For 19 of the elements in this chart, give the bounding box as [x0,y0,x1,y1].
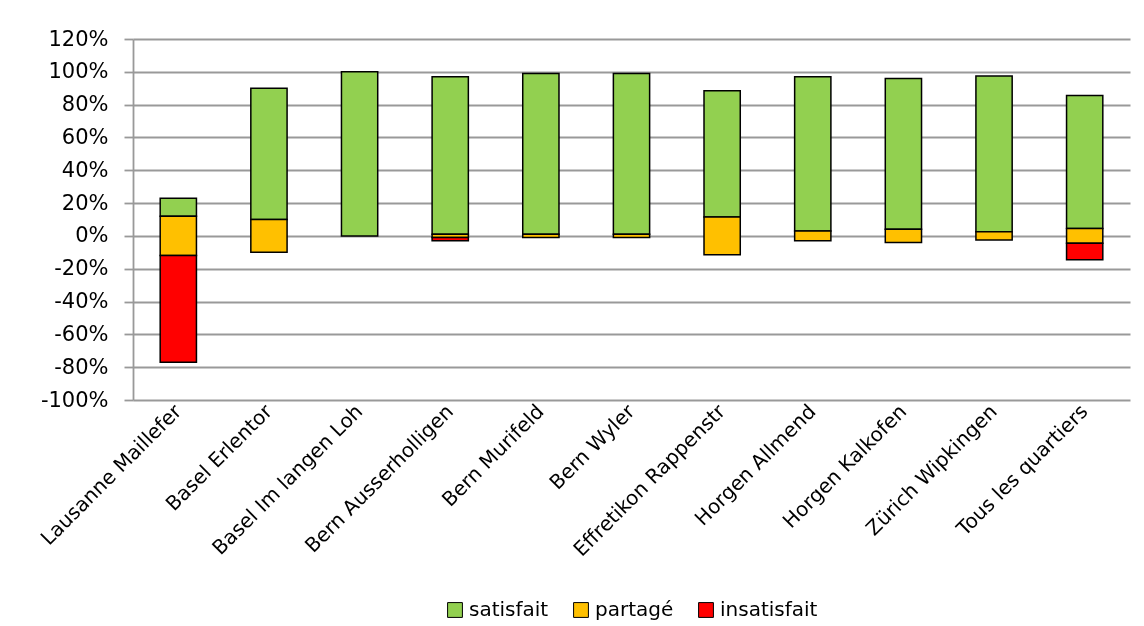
legend-label: partagé [595,597,674,621]
legend-label: insatisfait [720,597,818,621]
y-tick-label: 20% [61,190,109,215]
y-tick-label: 120% [48,26,109,51]
bar [521,72,560,236]
y-tick-label: -40% [54,289,109,314]
legend-label: satisfait [469,597,549,621]
y-tick-label: -100% [40,387,109,412]
y-tick-label: 80% [61,92,109,117]
bar [612,72,651,236]
y-tick-label: 0% [75,223,109,248]
y-tick-label: 100% [48,59,109,84]
y-tick-label: 60% [61,124,109,149]
bar [340,71,379,237]
y-tick-label: 40% [61,157,109,182]
y-tick-label: -60% [54,321,109,346]
bar [431,75,470,236]
y-tick-label: -20% [54,256,109,281]
y-tick-label: -80% [54,354,109,379]
